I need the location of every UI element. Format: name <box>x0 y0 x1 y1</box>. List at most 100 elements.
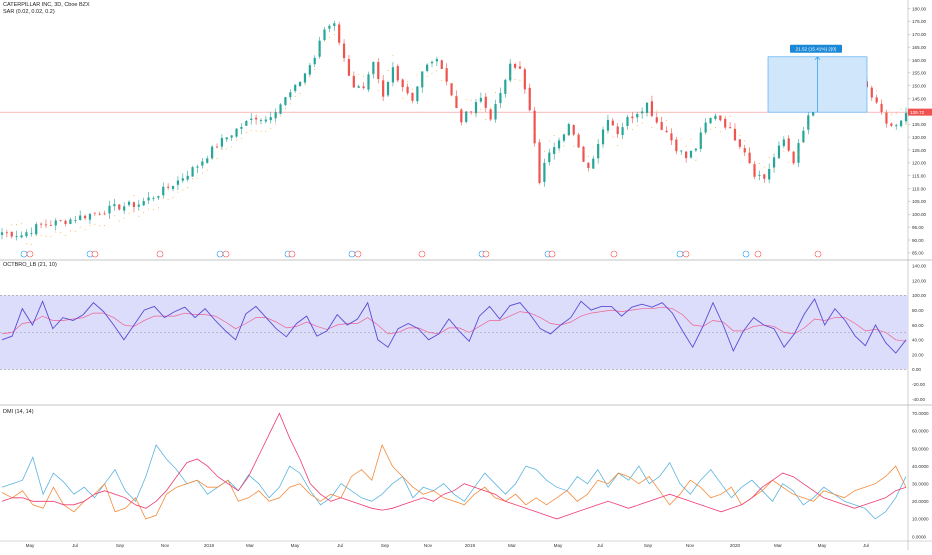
price-tick-label: 85.00 <box>912 251 924 256</box>
candle-body <box>426 64 429 72</box>
candle-body <box>753 164 756 177</box>
candle-body <box>162 186 165 196</box>
sar-dot <box>455 96 457 97</box>
candle-body <box>186 175 189 180</box>
sar-dot <box>714 126 716 128</box>
sar-dot <box>143 212 145 214</box>
candle-body <box>35 224 38 235</box>
candle-body <box>303 73 307 83</box>
earnings-icon <box>610 250 618 258</box>
time-tick-label: Jul <box>597 543 603 548</box>
sar-dot <box>407 81 409 83</box>
candle-body <box>880 103 883 112</box>
time-tick-label: 2020 <box>730 543 741 548</box>
dividend-icon <box>348 250 356 258</box>
candle-body <box>513 64 517 68</box>
candle-body <box>553 147 556 154</box>
candle-body <box>641 111 644 114</box>
candle-body <box>763 174 766 179</box>
sar-dot <box>529 98 531 100</box>
sar-dot <box>758 162 760 164</box>
dividend-icon <box>216 250 224 258</box>
sar-dot <box>749 151 751 152</box>
dmi-tick-label: 30.0000 <box>912 481 929 486</box>
sar-dot <box>94 224 96 226</box>
sar-dot <box>636 125 638 127</box>
dividend-icon <box>20 250 28 258</box>
candle-body <box>93 212 96 214</box>
sar-dot <box>871 85 873 87</box>
time-tick-label: Sep <box>381 543 390 548</box>
candle-body <box>49 224 52 226</box>
sar-dot <box>157 207 159 209</box>
candle-body <box>225 137 228 140</box>
dmi-tick-label: 40.0000 <box>912 464 929 469</box>
price-tick-label: 115.00 <box>912 174 926 179</box>
candle-body <box>782 139 785 147</box>
candle-body <box>465 111 468 122</box>
osc-tick-label: 0.00 <box>912 367 921 372</box>
candle-body <box>504 79 507 94</box>
osc-tick-label: 80.00 <box>912 308 924 313</box>
time-tick-label: Jul <box>337 543 343 548</box>
sar-dot <box>338 30 340 32</box>
osc-tick-label: -40.00 <box>912 397 925 402</box>
sar-dot <box>890 113 892 115</box>
candle-body <box>470 111 473 113</box>
time-tick-label: Jul <box>863 543 869 548</box>
candle-body <box>211 146 214 159</box>
time-tick-label: May <box>291 543 300 548</box>
candle-body <box>396 66 399 81</box>
candle-body <box>890 123 893 126</box>
sar-dot <box>666 120 668 122</box>
sar-dot <box>284 108 286 110</box>
sar-dot <box>509 74 511 76</box>
candle-body <box>406 86 409 94</box>
sar-dot <box>661 117 663 119</box>
candle-body <box>30 232 33 234</box>
sar-dot <box>763 166 765 168</box>
sar-dot <box>543 150 545 152</box>
sar-dot <box>89 224 91 226</box>
dmi-legend: DMI (14, 14) <box>3 409 34 416</box>
osc-tick-label: 120.00 <box>912 278 926 283</box>
candle-body <box>289 92 292 98</box>
candle-body <box>10 231 13 237</box>
candle-body <box>284 97 287 105</box>
earnings-icon <box>682 250 690 258</box>
sar-dot <box>333 34 335 36</box>
sar-dot <box>289 103 291 105</box>
earnings-icon <box>26 250 34 258</box>
sar-dot <box>167 198 169 200</box>
sar-dot <box>675 139 677 141</box>
candle-body <box>347 59 351 76</box>
candle-body <box>455 95 458 109</box>
last-price-badge <box>908 108 932 116</box>
osc-tick-label: -20.00 <box>912 382 925 387</box>
price-tick-label: 95.00 <box>912 225 924 230</box>
sar-dot <box>69 230 71 232</box>
sar-dot <box>431 72 433 74</box>
candle-body <box>460 109 463 123</box>
sar-dot <box>754 164 755 166</box>
candle-body <box>279 104 282 114</box>
sar-dot <box>685 146 687 147</box>
time-tick-label: May <box>818 543 827 548</box>
sar-dot <box>40 235 42 236</box>
sar-dot <box>719 131 721 133</box>
sar-dot <box>900 108 902 110</box>
sar-line: SAR (0.02, 0.02, 0.2) <box>3 9 55 15</box>
osc-tick-label: 100.00 <box>912 293 926 298</box>
sar-dot <box>177 191 179 193</box>
candle-body <box>518 66 522 69</box>
candle-body <box>450 83 453 96</box>
sar-dot <box>206 169 208 171</box>
sar-dot <box>421 82 423 84</box>
candle-body <box>79 215 82 221</box>
candle-body <box>645 102 649 113</box>
earnings-icon <box>754 250 762 258</box>
sar-dot <box>548 140 550 142</box>
candle-body <box>294 84 297 91</box>
sar-dot <box>280 115 281 117</box>
